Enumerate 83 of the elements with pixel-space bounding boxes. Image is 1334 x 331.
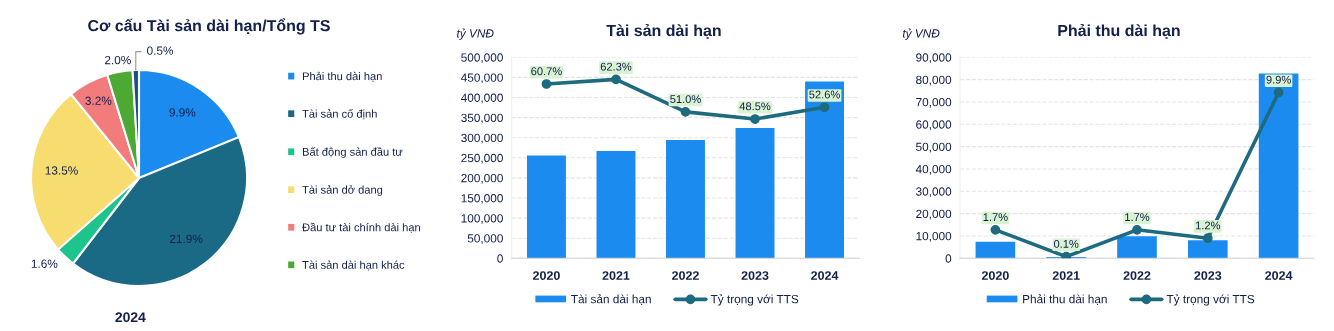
data-label: 1.7% (1125, 213, 1150, 221)
y-tick-label: 50,000 (467, 234, 503, 244)
x-tick-label: 2020 (532, 271, 560, 280)
bar (526, 155, 566, 259)
point (819, 102, 830, 113)
y-axis-title: tỷ VNĐ (902, 28, 940, 40)
y-tick-label: 150,000 (461, 194, 503, 204)
legend-label: Phải thu dài hạn (1023, 294, 1107, 305)
data-label: 1.2% (1195, 221, 1221, 230)
point (1132, 224, 1142, 235)
data-label: 3.2% (85, 96, 112, 105)
chart-title: Tài sản dài hạn (606, 24, 721, 39)
bar (1258, 73, 1299, 259)
chart-title: Phải thu dài hạn (1058, 24, 1180, 39)
y-tick-label: 50,000 (916, 142, 952, 153)
y-tick-label: 200,000 (461, 173, 503, 184)
x-tick-label: 2022 (1123, 271, 1151, 280)
y-tick-label: 80,000 (916, 75, 952, 86)
x-tick-label: 2024 (1265, 271, 1293, 280)
bar (1187, 240, 1228, 259)
x-tick-label: 2020 (981, 271, 1009, 280)
legend-label: Tài sản dở dang (302, 185, 383, 196)
x-tick-label: 2021 (1052, 271, 1080, 280)
data-label: 51.0% (670, 95, 701, 104)
point (680, 106, 691, 117)
data-label: 13.5% (45, 166, 78, 175)
x-tick-label: 2022 (672, 271, 699, 280)
data-label: 9.9% (169, 108, 196, 117)
y-tick-label: 40,000 (915, 165, 952, 175)
y-tick-label: 400,000 (460, 93, 503, 104)
y-tick-label: 90,000 (916, 53, 952, 64)
data-label: 52.6% (809, 90, 840, 99)
bar (805, 81, 845, 259)
legend-label: Tài sản cố định (302, 109, 377, 120)
chart-title: Cơ cấu Tài sản dài hạn/Tổng TS (88, 18, 330, 35)
legend-label: Đầu tư tài chính dài hạn (302, 222, 420, 233)
y-tick-label: 250,000 (461, 153, 503, 164)
point (1273, 87, 1284, 98)
data-label: 21.9% (169, 234, 203, 244)
y-tick-label: 500,000 (461, 53, 503, 64)
bar (1117, 236, 1157, 259)
data-label: 48.5% (739, 102, 771, 111)
legend-label: Bất động sản đầu tư (302, 147, 403, 158)
data-label: 1.7% (983, 213, 1008, 221)
point (1202, 233, 1213, 244)
data-label: 2.0% (104, 55, 131, 65)
data-label: 62.3% (600, 62, 632, 71)
legend-label: Tài sản dài hạn khác (302, 260, 405, 271)
text: 2024 (115, 312, 146, 323)
data-label: 9.9% (1266, 75, 1291, 84)
point (990, 224, 1001, 235)
legend-label: Tài sản dài hạn (571, 294, 651, 305)
x-tick-label: 2023 (741, 271, 769, 280)
legend-label: Tỷ trọng với TTS (710, 294, 799, 306)
y-tick-label: 20,000 (916, 209, 952, 220)
data-label: 0.5% (147, 46, 174, 55)
bar (596, 150, 636, 259)
y-tick-label: 350,000 (461, 113, 503, 124)
y-tick-label: 30,000 (916, 187, 952, 198)
y-tick-label: 70,000 (916, 98, 952, 108)
bar (735, 128, 775, 259)
data-label: 1.6% (31, 259, 58, 268)
y-tick-label: 10,000 (916, 232, 952, 242)
legend-label: Tỷ trọng với TTS (1166, 294, 1255, 306)
y-tick-label: 0 (497, 254, 503, 263)
bar (666, 140, 705, 259)
point (541, 79, 552, 89)
point (750, 114, 760, 124)
y-tick-label: 0 (945, 254, 952, 263)
y-axis-title: tỷ VNĐ (457, 28, 494, 40)
point (611, 74, 621, 85)
point (1061, 251, 1072, 259)
bar (975, 241, 1016, 259)
legend-label: Phải thu dài hạn (302, 71, 382, 82)
data-label: 60.7% (531, 67, 562, 76)
x-tick-label: 2024 (811, 271, 839, 280)
y-tick-label: 60,000 (916, 120, 952, 131)
x-tick-label: 2023 (1194, 271, 1222, 280)
y-tick-label: 300,000 (461, 133, 503, 144)
data-label: 0.1% (1053, 239, 1079, 248)
y-tick-label: 100,000 (461, 214, 503, 224)
y-tick-label: 450,000 (460, 73, 503, 84)
x-tick-label: 2021 (602, 271, 630, 280)
